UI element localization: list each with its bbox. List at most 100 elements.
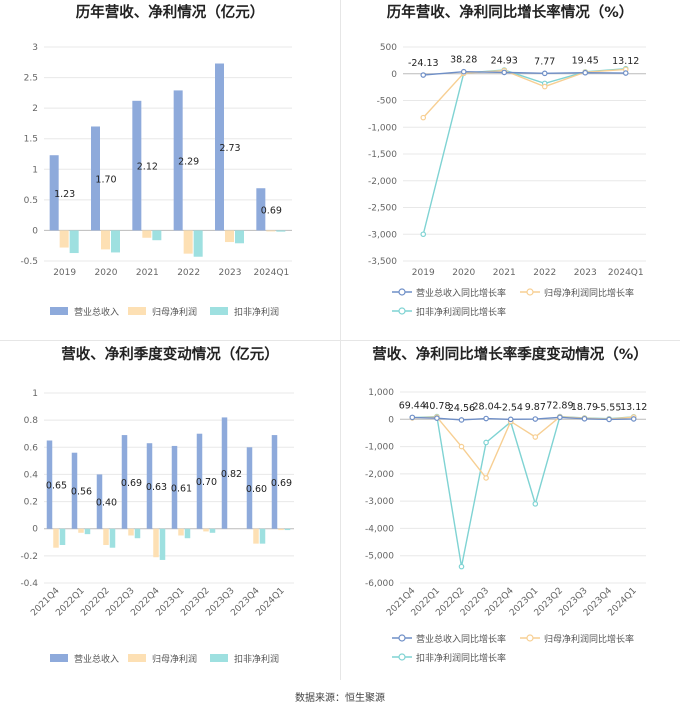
chart-title: 历年营收、净利情况（亿元） (76, 3, 265, 21)
data-label: -5.55 (597, 402, 622, 413)
data-label: 69.44 (399, 400, 426, 411)
x-tick-label: 2023 (219, 268, 242, 278)
chart-title: 营收、净利同比增长率季度变动情况（%） (372, 345, 648, 363)
point-revenue-growth (541, 70, 548, 77)
point-revenue-growth (557, 414, 563, 421)
y-tick-label: -4,000 (365, 524, 394, 534)
bar-revenue (215, 63, 224, 231)
data-label: 24.56 (448, 403, 475, 414)
chart-title: 历年营收、净利同比增长率情况（%） (387, 3, 634, 21)
data-label: 24.93 (491, 55, 518, 66)
annual-growth-rate-chart: 历年营收、净利同比增长率情况（%） 500 0 -500 -1,000 -1,500 -2,… (368, 3, 646, 318)
bar-net-profit (103, 528, 109, 545)
point-net-profit-growth (532, 434, 539, 440)
bar-revenue (246, 447, 253, 529)
line-net-profit-growth (422, 68, 626, 119)
point-revenue-growth (532, 416, 539, 422)
legend-swatch (50, 654, 68, 662)
point-deducted-profit-growth (483, 439, 489, 446)
y-tick-label: -3,500 (368, 257, 397, 267)
data-label: 0.69 (261, 205, 282, 216)
point-deducted-profit-growth (420, 231, 427, 238)
legend-swatch (210, 654, 228, 662)
quarterly-growth-rate-chart: 营收、净利同比增长率季度变动情况（%） 1,000 0 -1,000 -2,000 -3,… (365, 345, 648, 664)
bar-net-profit (178, 528, 184, 536)
data-label: 0.69 (271, 478, 292, 489)
data-label: 0.60 (246, 484, 267, 495)
y-tick-label: 0 (32, 525, 38, 535)
data-label: 19.45 (572, 56, 599, 67)
legend-marker (526, 288, 534, 296)
point-revenue-growth (606, 416, 612, 423)
data-label: -2.54 (498, 402, 523, 413)
y-tick-label: -5,000 (365, 552, 394, 562)
bar-net-profit (78, 528, 84, 533)
point-net-profit-growth (458, 443, 465, 450)
point-net-profit-growth (420, 114, 427, 121)
x-tick-label: 2020 (452, 268, 475, 278)
y-tick-label: 1,000 (368, 388, 394, 398)
data-label: 0.70 (196, 477, 217, 488)
legend-label: 营业总收入同比增长率 (416, 633, 506, 645)
bar-revenue (173, 90, 183, 231)
data-label: 28.04 (472, 402, 499, 413)
bar-deducted-profit (235, 230, 244, 244)
legend-label: 归母净利润 (152, 653, 197, 665)
bar-net-profit (266, 230, 276, 232)
point-revenue-growth (420, 72, 427, 78)
y-tick-label: -0.2 (20, 552, 38, 562)
legend-marker (398, 634, 406, 642)
bar-net-profit (101, 230, 110, 250)
bar-net-profit (53, 528, 59, 548)
x-tick-label: 2019 (412, 268, 435, 278)
x-tick-label: 2024Q1 (608, 268, 644, 278)
legend-label: 归母净利润同比增长率 (544, 633, 634, 645)
bar-net-profit (203, 528, 209, 532)
point-revenue-growth (501, 69, 508, 76)
bar-revenue (91, 126, 100, 231)
point-net-profit-growth (541, 83, 548, 90)
data-label: 18.79 (571, 402, 598, 413)
data-label: 38.28 (450, 55, 477, 66)
x-tick-label: 2023 (574, 268, 597, 278)
data-label: 0.69 (121, 478, 142, 489)
horizontal-divider (0, 340, 680, 341)
bar-deducted-profit (159, 528, 166, 560)
point-revenue-growth (434, 415, 440, 421)
y-tick-label: 1.5 (24, 135, 38, 145)
y-tick-label: 1 (32, 389, 38, 399)
bar-deducted-profit (209, 528, 216, 533)
bar-deducted-profit (69, 230, 79, 254)
x-tick-label: 2020 (95, 268, 118, 278)
legend-label: 归母净利润同比增长率 (544, 287, 634, 299)
bar-revenue (71, 452, 78, 529)
point-revenue-growth (409, 414, 416, 421)
bar-net-profit (183, 230, 193, 254)
bar-deducted-profit (276, 230, 286, 232)
line-deducted-profit-growth (412, 415, 634, 567)
bar-net-profit (59, 230, 69, 248)
y-tick-label: -1,000 (368, 123, 397, 133)
y-tick-label: -0.4 (20, 579, 38, 589)
bar-revenue (96, 474, 103, 529)
x-tick-label: 2021 (136, 268, 159, 278)
y-tick-label: -0.5 (20, 257, 38, 267)
annual-revenue-profit-chart: 历年营收、净利情况（亿元） 3 2.5 2 1.5 1 0.5 0 -0.5 2019 2020 20… (20, 3, 292, 318)
bar-revenue (256, 188, 266, 231)
y-tick-label: -3,000 (365, 497, 394, 507)
data-label: 0.40 (96, 498, 117, 509)
bar-revenue (46, 440, 53, 529)
point-deducted-profit-growth (458, 563, 465, 570)
data-label: 2.73 (219, 143, 240, 154)
data-label: 0.82 (221, 469, 242, 480)
legend-label: 归母净利润 (152, 306, 197, 318)
data-source-note: 数据来源：恒生聚源 (295, 693, 385, 704)
bar-revenue (221, 417, 228, 529)
data-label: 1.23 (54, 189, 75, 200)
bar-revenue (171, 445, 178, 529)
legend-swatch (128, 307, 146, 315)
x-tick-label: 2024Q1 (253, 268, 289, 278)
point-revenue-growth (458, 417, 465, 423)
legend-swatch (210, 307, 228, 315)
line-revenue-growth (412, 416, 634, 421)
